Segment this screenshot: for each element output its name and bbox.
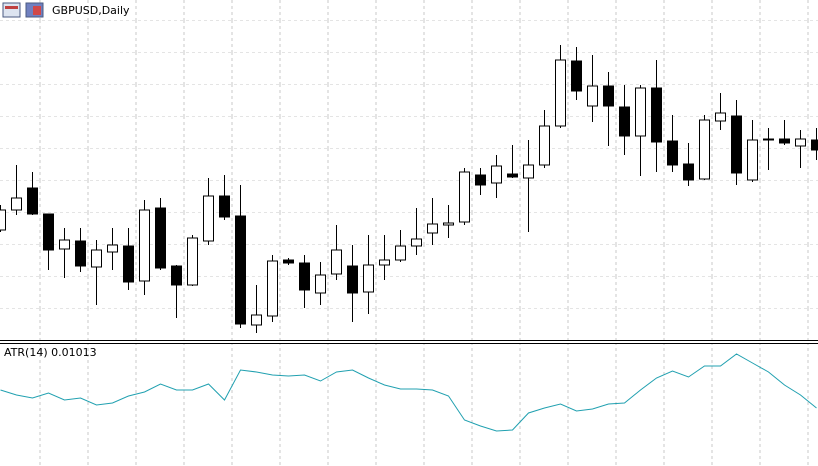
- grid: [0, 0, 818, 340]
- candle-body: [683, 163, 694, 181]
- candle-body: [107, 244, 118, 253]
- candle-body: [0, 209, 6, 231]
- candle-body: [27, 187, 38, 215]
- indicator-line: [0, 353, 817, 432]
- candle-body: [667, 140, 678, 166]
- candle-body: [331, 249, 342, 275]
- candle-body: [171, 265, 182, 286]
- candle-body: [155, 207, 166, 269]
- candle-body: [75, 240, 86, 267]
- candle-body: [283, 259, 294, 264]
- candle-body: [235, 215, 246, 325]
- candle-body: [651, 87, 662, 143]
- candle-body: [603, 85, 614, 107]
- candle-body: [747, 139, 758, 181]
- candle-body: [203, 195, 214, 242]
- candle-body: [443, 222, 454, 226]
- candle-body: [779, 138, 790, 144]
- candle-body: [555, 59, 566, 127]
- candle-body: [395, 245, 406, 261]
- candle-body: [811, 139, 818, 151]
- candle-body: [731, 115, 742, 174]
- candle-body: [587, 85, 598, 107]
- candle-body: [139, 209, 150, 282]
- candle-body: [251, 314, 262, 326]
- candle-body: [715, 112, 726, 122]
- candle-body: [315, 274, 326, 294]
- candle-body: [91, 249, 102, 268]
- candle-body: [507, 173, 518, 178]
- candle-body: [267, 260, 278, 317]
- candle-body: [123, 245, 134, 283]
- candle-body: [411, 238, 422, 247]
- indicator-title: ATR(14) 0.01013: [4, 346, 97, 359]
- candle-body: [43, 213, 54, 251]
- candle-body: [523, 164, 534, 179]
- grid: [0, 344, 818, 466]
- candle-body: [219, 195, 230, 218]
- candle-body: [699, 119, 710, 180]
- candle-body: [347, 265, 358, 294]
- candle-body: [427, 223, 438, 234]
- candle-body: [187, 237, 198, 286]
- candle-body: [459, 171, 470, 223]
- candle-body: [59, 239, 70, 250]
- chart-title: GBPUSD,Daily: [52, 4, 130, 17]
- toolbar-icons[interactable]: [2, 2, 44, 18]
- candle-body: [571, 60, 582, 92]
- candle-body: [11, 197, 22, 211]
- candle-body: [379, 259, 390, 266]
- candle-body: [363, 264, 374, 293]
- candle-body: [619, 106, 630, 137]
- candle-body: [491, 165, 502, 184]
- candle-body: [635, 87, 646, 137]
- candle-body: [763, 138, 774, 141]
- candle-body: [299, 262, 310, 291]
- candle-body: [795, 138, 806, 147]
- candle-body: [539, 125, 550, 166]
- candle-body: [475, 174, 486, 186]
